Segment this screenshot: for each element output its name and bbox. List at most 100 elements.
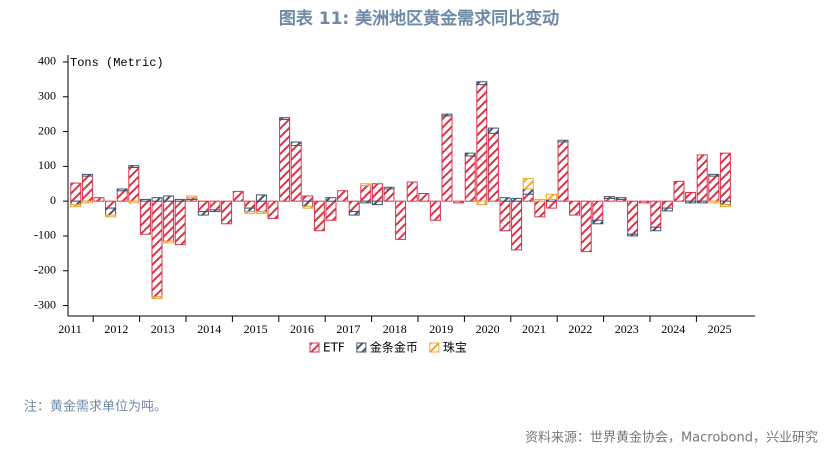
- bar: [70, 204, 82, 207]
- bar: [105, 200, 117, 209]
- bar: [325, 200, 337, 221]
- y-tick-label: 200: [38, 123, 56, 137]
- bar: [534, 200, 546, 218]
- bar: [371, 183, 383, 202]
- y-tick-label: 300: [38, 89, 56, 103]
- legend-swatch: [429, 342, 440, 353]
- bar: [499, 200, 511, 232]
- bar: [139, 198, 151, 202]
- bar: [348, 200, 360, 213]
- bar: [557, 141, 569, 202]
- bar: [685, 191, 697, 202]
- bar: [627, 200, 639, 235]
- bar: [453, 200, 465, 204]
- bar: [615, 197, 627, 200]
- x-tick-label: 2020: [476, 322, 500, 336]
- bar: [603, 196, 615, 199]
- x-tick-label: 2018: [383, 322, 407, 336]
- bar: [186, 195, 198, 199]
- x-tick-label: 2017: [336, 322, 360, 336]
- bar: [174, 198, 186, 202]
- bar: [534, 198, 546, 202]
- bar: [522, 193, 534, 202]
- bar: [81, 175, 93, 202]
- bar: [244, 207, 256, 213]
- y-tick-label: 0: [50, 193, 56, 207]
- bar: [267, 200, 279, 220]
- bar: [209, 200, 221, 211]
- bar: [464, 152, 476, 157]
- bar: [511, 200, 523, 251]
- bar: [685, 200, 697, 204]
- bar: [81, 173, 93, 177]
- x-tick-label: 2022: [568, 322, 592, 336]
- bar: [197, 200, 209, 213]
- bar: [627, 233, 639, 237]
- bar: [650, 226, 662, 232]
- source: 资料来源：世界黄金协会，Macrobond，兴业研究: [525, 430, 818, 446]
- bar: [337, 190, 349, 202]
- bar: [569, 200, 581, 216]
- bar: [279, 118, 291, 202]
- bar: [290, 141, 302, 146]
- bar: [360, 200, 372, 204]
- bar: [255, 200, 267, 213]
- bar: [441, 113, 453, 117]
- chart-title: 图表 11: 美洲地区黄金需求同比变动: [279, 8, 559, 29]
- bar: [383, 186, 395, 190]
- legend-swatch: [309, 342, 320, 353]
- bar: [476, 200, 488, 206]
- bar: [383, 188, 395, 202]
- bar: [105, 207, 117, 216]
- bar: [592, 219, 604, 225]
- bar: [290, 144, 302, 202]
- bar: [163, 195, 175, 202]
- bar: [279, 117, 291, 120]
- bar: [116, 190, 128, 202]
- bar: [696, 200, 708, 204]
- bar: [650, 200, 662, 228]
- y-tick-label: 400: [38, 54, 56, 68]
- bar: [197, 211, 209, 216]
- bar: [105, 214, 117, 218]
- x-tick-label: 2014: [197, 322, 221, 336]
- x-tick-label: 2012: [104, 322, 128, 336]
- bar: [151, 197, 163, 202]
- bar: [221, 200, 233, 225]
- bar: [429, 200, 441, 221]
- bar: [545, 200, 557, 209]
- bar: [116, 188, 128, 192]
- bar: [93, 197, 105, 202]
- bar: [545, 193, 557, 200]
- bar: [441, 115, 453, 202]
- legend-label: ETF: [323, 341, 345, 355]
- bar: [661, 207, 673, 212]
- bar: [139, 200, 151, 235]
- bar: [244, 200, 256, 209]
- x-tick-label: 2024: [661, 322, 685, 336]
- bar: [406, 181, 418, 202]
- bar: [302, 195, 314, 202]
- x-tick-label: 2011: [58, 322, 82, 336]
- bar: [70, 182, 82, 202]
- bar: [522, 188, 534, 195]
- bar: [371, 200, 383, 206]
- legend-label: 珠宝: [443, 341, 467, 355]
- bar: [592, 200, 604, 221]
- bar: [255, 194, 267, 202]
- bar: [232, 190, 244, 202]
- x-tick-label: 2023: [615, 322, 639, 336]
- x-tick-label: 2015: [244, 322, 268, 336]
- bar: [557, 139, 569, 143]
- bar: [719, 200, 731, 206]
- bar: [128, 200, 140, 204]
- x-tick-label: 2013: [151, 322, 175, 336]
- bar: [580, 200, 592, 253]
- bar: [418, 193, 430, 202]
- bar: [302, 200, 314, 207]
- note: 注：黄金需求单位为吨。: [24, 399, 167, 415]
- bar: [174, 200, 186, 246]
- bar: [522, 178, 534, 190]
- bar: [360, 185, 372, 202]
